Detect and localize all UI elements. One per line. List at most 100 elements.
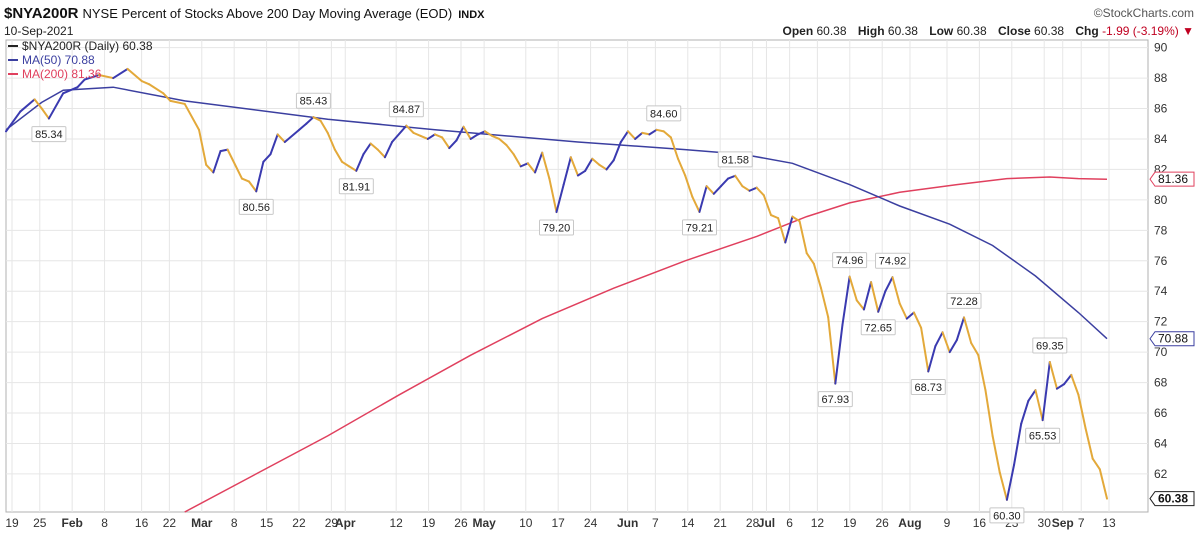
value-callout-box: [910, 378, 946, 395]
price-segment: [855, 299, 865, 311]
x-tick-label: 14: [681, 516, 695, 530]
price-segment: [905, 311, 915, 320]
price-segment: [998, 471, 1008, 501]
value-callout-box: [832, 252, 868, 269]
price-segment: [977, 354, 987, 392]
price-segment: [1020, 399, 1030, 425]
price-segment: [619, 130, 629, 144]
price-segment: [755, 186, 765, 197]
price-segment: [169, 99, 186, 105]
price-segment: [762, 194, 772, 217]
open-value: 60.38: [816, 24, 847, 38]
ma50-line: [5, 86, 1108, 340]
price-segment: [748, 186, 758, 192]
price-segment: [648, 128, 658, 136]
price-segment: [441, 136, 451, 150]
price-segment: [884, 276, 894, 293]
price-segment: [5, 110, 22, 133]
price-segment: [569, 156, 579, 177]
price-segment: [920, 326, 930, 373]
ma200-value-tag-box: [1149, 171, 1195, 187]
price-segment: [941, 331, 951, 354]
x-tick-label: Aug: [898, 516, 921, 530]
price-segment: [219, 148, 229, 153]
x-tick-label: 13: [1102, 516, 1116, 530]
price-segment: [140, 80, 150, 86]
price-segment: [1005, 463, 1016, 501]
price-segment: [534, 151, 544, 174]
value-callout-box: [31, 126, 67, 143]
x-tick-label: Sep: [1052, 516, 1074, 530]
y-tick-label: 88: [1154, 71, 1168, 85]
price-segment: [276, 133, 286, 144]
price-segment: [433, 133, 444, 139]
close-value: 60.38: [1034, 24, 1065, 38]
price-segment: [469, 133, 479, 140]
x-tick-label: Jul: [758, 516, 775, 530]
price-segment: [1070, 373, 1080, 396]
price-segment: [1091, 457, 1101, 471]
price-segment: [698, 185, 708, 213]
price-segment: [412, 131, 422, 137]
price-segment: [677, 157, 687, 177]
price-segment: [820, 287, 830, 319]
x-tick-label: 10: [519, 516, 533, 530]
value-callout-label: 74.96: [836, 255, 864, 267]
x-tick-label: 26: [454, 516, 468, 530]
y-tick-label: 76: [1154, 254, 1168, 268]
price-segment: [870, 281, 880, 313]
value-callout-box: [295, 92, 331, 109]
value-callout-box: [539, 219, 574, 236]
price-segment: [426, 133, 436, 140]
x-tick-label: 16: [135, 516, 149, 530]
x-tick-label: 7: [1078, 516, 1085, 530]
price-segment: [376, 148, 386, 159]
price-segment: [40, 107, 50, 120]
value-callout-label: 72.65: [864, 322, 892, 334]
x-tick-label: 19: [422, 516, 436, 530]
price-segment: [669, 136, 680, 160]
price-segment: [126, 67, 143, 83]
price-segment: [491, 134, 501, 140]
price-segment: [312, 116, 322, 122]
price-segment: [198, 128, 208, 166]
price-segment: [262, 153, 272, 163]
legend-label: MA(50) 70.88: [22, 53, 95, 67]
price-segment: [1055, 383, 1066, 390]
price-segment: [226, 148, 243, 180]
price-segment: [927, 345, 937, 373]
value-callout-label: 81.91: [343, 181, 371, 193]
price-segment: [505, 144, 515, 156]
value-callout-label: 68.73: [915, 382, 943, 394]
value-callout-box: [946, 292, 982, 309]
price-segment: [348, 165, 358, 172]
price-segment: [33, 98, 43, 110]
price-segment: [248, 180, 258, 193]
value-callout-label: 65.53: [1029, 431, 1057, 443]
price-segment: [298, 122, 308, 131]
price-segment: [948, 338, 958, 354]
x-tick-label: 19: [5, 516, 19, 530]
chg-value: -1.99 (-3.19%): [1102, 24, 1179, 38]
price-segment: [641, 131, 651, 136]
price-segment: [955, 316, 966, 341]
value-callout-label: 67.93: [822, 394, 850, 406]
ohlc-readout: Open 60.38 High 60.38 Low 60.38 Close 60…: [774, 24, 1194, 38]
price-segment: [963, 316, 973, 344]
price-segment: [970, 341, 980, 357]
value-callout-box: [1025, 427, 1061, 444]
value-callout-box: [717, 151, 753, 168]
price-segment: [891, 276, 901, 305]
x-tick-label: 30: [1038, 516, 1052, 530]
price-segment: [877, 290, 887, 313]
x-tick-label: 25: [33, 516, 47, 530]
price-segment: [383, 141, 394, 159]
price-segment: [19, 98, 36, 113]
price-segment: [805, 252, 815, 265]
price-segment: [712, 185, 722, 195]
value-callout-box: [860, 319, 896, 336]
price-segment: [83, 74, 100, 81]
price-segment: [319, 119, 329, 134]
price-segment: [183, 102, 201, 131]
price-segment: [212, 150, 222, 174]
